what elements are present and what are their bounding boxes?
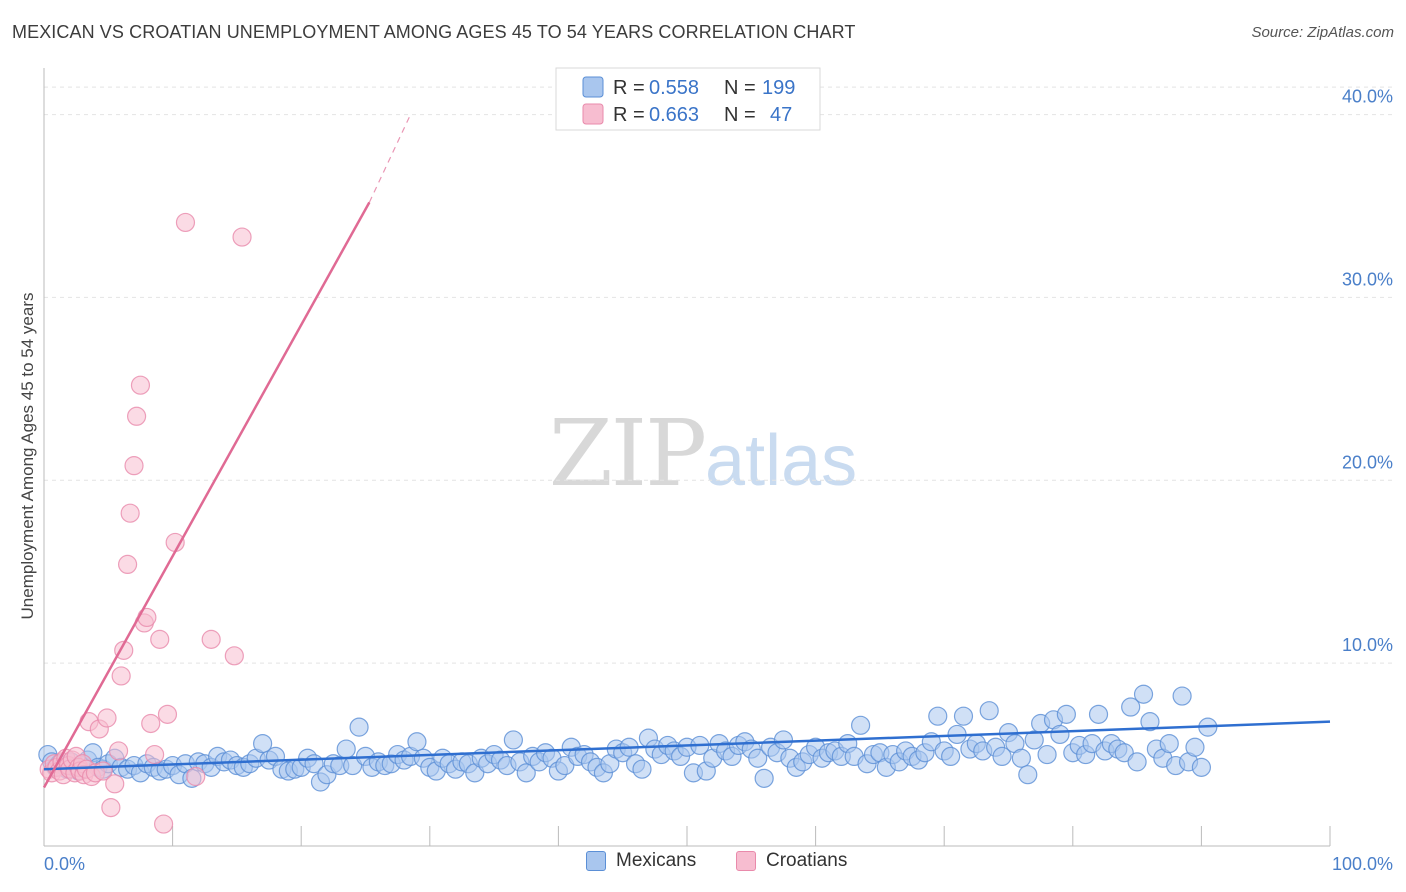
croatian-point — [108, 741, 129, 761]
croatians-points — [39, 212, 252, 834]
stats-legend-swatch-mexicans — [582, 76, 604, 98]
mexican-point — [1172, 686, 1192, 706]
mexican-point — [953, 706, 974, 726]
croatians-trend-extension — [368, 114, 412, 203]
r-label-croatians: R = — [613, 104, 645, 126]
croatian-point — [105, 774, 125, 794]
croatian-point — [232, 227, 252, 247]
r-value-mexicans: 0.558 — [649, 77, 699, 99]
stats-legend: R = 0.558 N = 199 R = 0.663 N = 47 — [555, 67, 821, 131]
mexican-point — [851, 715, 871, 735]
legend-item-croatians[interactable]: Croatians — [736, 850, 847, 872]
legend-label-croatians: Croatians — [766, 850, 848, 871]
n-value-mexicans: 199 — [762, 77, 795, 99]
croatian-point — [141, 713, 161, 734]
croatian-point — [114, 640, 134, 660]
mexican-point — [632, 759, 652, 779]
croatian-point — [117, 554, 138, 575]
r-label-mexicans: R = — [613, 77, 645, 99]
croatian-point — [175, 212, 196, 233]
croatian-point — [201, 629, 221, 649]
x-ticks — [43, 826, 1331, 846]
mexican-point — [1088, 704, 1109, 724]
croatian-point — [157, 704, 178, 724]
mexican-point — [1011, 748, 1031, 768]
mexican-point — [979, 701, 999, 721]
mexicans-trend-line — [43, 720, 1331, 771]
y-tick-labels: 10.0% 20.0% 30.0% 40.0% — [1342, 87, 1393, 656]
mexican-point — [349, 717, 369, 737]
mexican-point — [1024, 730, 1044, 750]
chart-title: MEXICAN VS CROATIAN UNEMPLOYMENT AMONG A… — [12, 22, 856, 42]
y-tick-label: 10.0% — [1342, 635, 1393, 655]
mexican-point — [1037, 744, 1057, 765]
croatian-point — [101, 797, 121, 818]
legend-swatch-croatians — [736, 851, 756, 871]
croatians-trend-line — [42, 201, 371, 789]
mexican-point — [1185, 737, 1205, 757]
mexican-point — [773, 730, 794, 750]
mexican-point — [754, 768, 774, 788]
croatian-point — [137, 607, 157, 628]
source-label: Source: ZipAtlas.com — [1251, 24, 1394, 41]
croatian-point — [144, 744, 165, 765]
mexican-point — [253, 733, 273, 754]
legend-label-mexicans: Mexicans — [616, 850, 697, 871]
x-tick-label-min: 0.0% — [44, 854, 85, 874]
mexican-point — [1127, 752, 1147, 772]
mexican-point — [928, 706, 948, 726]
n-label-mexicans: N = — [724, 77, 756, 99]
y-tick-label: 30.0% — [1342, 269, 1393, 289]
mexican-point — [516, 763, 536, 783]
croatian-point — [224, 646, 244, 666]
mexican-point — [1121, 697, 1141, 717]
croatian-point — [150, 629, 170, 649]
mexican-point — [941, 746, 961, 767]
mexican-point — [336, 739, 356, 759]
mexican-point — [503, 730, 523, 750]
croatian-point — [111, 666, 131, 686]
mexican-point — [1140, 712, 1160, 732]
croatian-point — [124, 456, 144, 476]
y-tick-label: 40.0% — [1342, 87, 1393, 107]
croatian-point — [126, 406, 147, 426]
trend-lines — [42, 114, 1331, 789]
mexican-point — [1191, 757, 1212, 777]
croatian-point — [153, 814, 174, 834]
croatian-point — [120, 503, 140, 523]
mexican-point — [407, 732, 427, 752]
croatian-point — [130, 375, 151, 395]
mexican-point — [1050, 724, 1070, 745]
legend-item-mexicans[interactable]: Mexicans — [586, 850, 696, 872]
gridlines — [44, 86, 1395, 664]
mexican-point — [1159, 733, 1179, 754]
n-label-croatians: N = — [724, 104, 756, 126]
stats-legend-swatch-croatians — [582, 103, 604, 125]
croatian-point — [97, 708, 117, 728]
mexican-point — [748, 748, 768, 768]
n-value-croatians: 47 — [770, 104, 792, 126]
mexican-point — [1018, 765, 1038, 785]
series-legend: Mexicans Croatians — [0, 850, 1406, 880]
mexican-point — [1133, 684, 1154, 704]
r-value-croatians: 0.663 — [649, 104, 699, 126]
croatian-point — [186, 766, 206, 787]
mexican-point — [1056, 704, 1076, 724]
x-tick-label-max: 100.0% — [1332, 854, 1393, 874]
mexicans-points — [38, 684, 1218, 792]
legend-swatch-mexicans — [586, 851, 606, 871]
mexican-point — [992, 746, 1012, 767]
y-tick-label: 20.0% — [1342, 452, 1393, 472]
